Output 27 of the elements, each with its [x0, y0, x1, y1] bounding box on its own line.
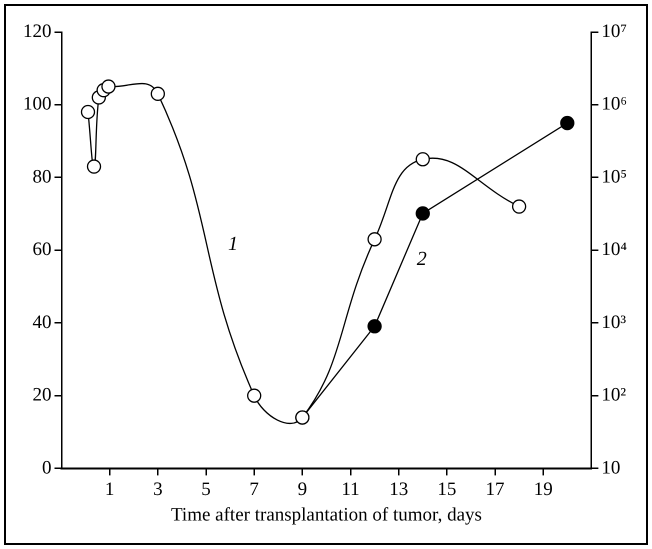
- x-axis-title: Time after transplantation of tumor, days: [170, 504, 482, 526]
- y2-tick-label: 10⁶: [601, 94, 627, 115]
- x-tick-label: 11: [341, 478, 360, 500]
- y2-tick-label: 10: [601, 457, 620, 478]
- y-tick-label: 80: [32, 166, 52, 188]
- y2-tick-label: 10⁷: [601, 20, 627, 42]
- x-tick-label: 5: [201, 478, 211, 500]
- y2-tick-label: 10³: [601, 312, 626, 333]
- y-tick-label: 0: [42, 457, 52, 478]
- x-tick-label: 9: [298, 478, 308, 500]
- x-tick-label: 15: [437, 478, 456, 500]
- x-tick-label: 1: [104, 478, 114, 500]
- series-label: 1: [228, 232, 238, 255]
- y-tick-label: 100: [23, 94, 52, 115]
- y-tick-label: 120: [23, 20, 52, 42]
- y2-tick-label: 10⁵: [601, 166, 627, 188]
- y2-tick-label: 10⁴: [601, 239, 628, 260]
- y2-tick-label: 10²: [601, 384, 626, 406]
- x-tick-label: 13: [389, 478, 408, 500]
- series-label: 2: [416, 248, 427, 270]
- y-tick-label: 60: [32, 239, 52, 260]
- x-tick-label: 17: [486, 478, 505, 500]
- y-tick-label: 40: [32, 312, 52, 333]
- x-tick-label: 7: [249, 478, 259, 500]
- x-tick-label: 3: [153, 478, 163, 500]
- y-tick-label: 20: [32, 384, 52, 406]
- x-tick-label: 19: [534, 478, 553, 500]
